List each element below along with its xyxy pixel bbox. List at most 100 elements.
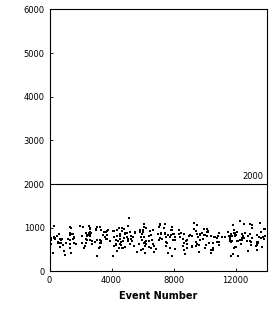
Point	[56, 194, 60, 199]
Point	[92, 195, 97, 200]
Point	[145, 198, 150, 203]
Point	[189, 197, 193, 202]
Point	[112, 201, 116, 206]
Point	[134, 203, 138, 208]
Point	[236, 199, 241, 204]
Point	[57, 200, 62, 205]
Point	[88, 200, 92, 205]
Point	[212, 196, 216, 201]
Point	[214, 198, 219, 203]
Point	[113, 199, 117, 204]
Point	[138, 230, 142, 235]
Point	[169, 202, 173, 207]
Point	[57, 195, 62, 200]
Point	[171, 231, 175, 236]
Point	[225, 199, 229, 204]
Point	[191, 201, 196, 206]
Point	[183, 200, 188, 205]
Point	[173, 197, 177, 202]
Point	[55, 199, 59, 204]
Point	[190, 196, 195, 201]
Point	[145, 199, 149, 204]
Point	[49, 196, 53, 201]
Point	[157, 201, 161, 206]
Point	[185, 200, 190, 205]
Point	[201, 197, 205, 202]
Point	[68, 199, 72, 204]
Point	[231, 199, 236, 204]
Point	[66, 204, 71, 209]
Point	[140, 232, 145, 236]
Point	[112, 201, 117, 206]
Point	[118, 203, 123, 208]
Point	[169, 196, 174, 201]
Point	[84, 202, 88, 207]
Point	[217, 199, 221, 204]
Point	[147, 199, 151, 204]
Point	[263, 199, 267, 204]
Point	[178, 198, 182, 203]
Point	[148, 205, 152, 210]
Point	[206, 199, 210, 204]
Point	[227, 197, 232, 202]
Point	[199, 197, 204, 202]
Point	[227, 207, 231, 212]
Point	[243, 201, 248, 206]
Point	[159, 198, 163, 203]
Point	[163, 200, 167, 205]
Point	[73, 197, 78, 202]
Point	[135, 202, 139, 207]
Point	[174, 195, 178, 200]
Point	[216, 201, 221, 206]
Point	[75, 195, 80, 200]
Point	[153, 204, 157, 209]
Point	[62, 198, 67, 203]
Point	[191, 197, 195, 202]
Point	[83, 198, 87, 203]
Point	[245, 201, 250, 206]
Point	[140, 202, 144, 207]
Point	[91, 208, 95, 213]
Point	[172, 197, 177, 202]
Point	[141, 201, 145, 206]
Point	[230, 197, 235, 202]
Point	[111, 199, 115, 204]
Point	[207, 203, 211, 208]
Point	[259, 197, 263, 202]
Point	[215, 197, 220, 202]
Point	[207, 200, 211, 205]
Point	[158, 200, 162, 205]
Point	[255, 198, 260, 203]
Point	[108, 200, 112, 205]
Point	[217, 195, 222, 200]
Point	[112, 203, 116, 208]
Point	[226, 200, 230, 205]
Point	[211, 202, 215, 207]
Point	[106, 200, 111, 205]
Point	[93, 202, 97, 207]
Point	[146, 200, 151, 205]
Point	[218, 203, 222, 208]
Point	[126, 199, 130, 204]
Point	[100, 200, 104, 205]
Point	[140, 203, 145, 208]
Point	[185, 203, 189, 208]
Point	[217, 198, 222, 203]
Point	[212, 196, 216, 201]
Point	[196, 198, 201, 203]
Point	[263, 200, 267, 205]
Point	[120, 201, 124, 206]
Point	[216, 199, 221, 204]
Point	[198, 201, 202, 206]
Point	[260, 197, 265, 202]
Point	[126, 197, 130, 202]
Point	[112, 201, 117, 206]
Point	[115, 198, 119, 203]
Point	[189, 200, 193, 205]
Point	[62, 198, 66, 203]
Point	[131, 199, 136, 204]
Point	[234, 202, 239, 207]
Point	[181, 199, 186, 204]
Point	[249, 202, 254, 207]
Point	[249, 202, 254, 207]
